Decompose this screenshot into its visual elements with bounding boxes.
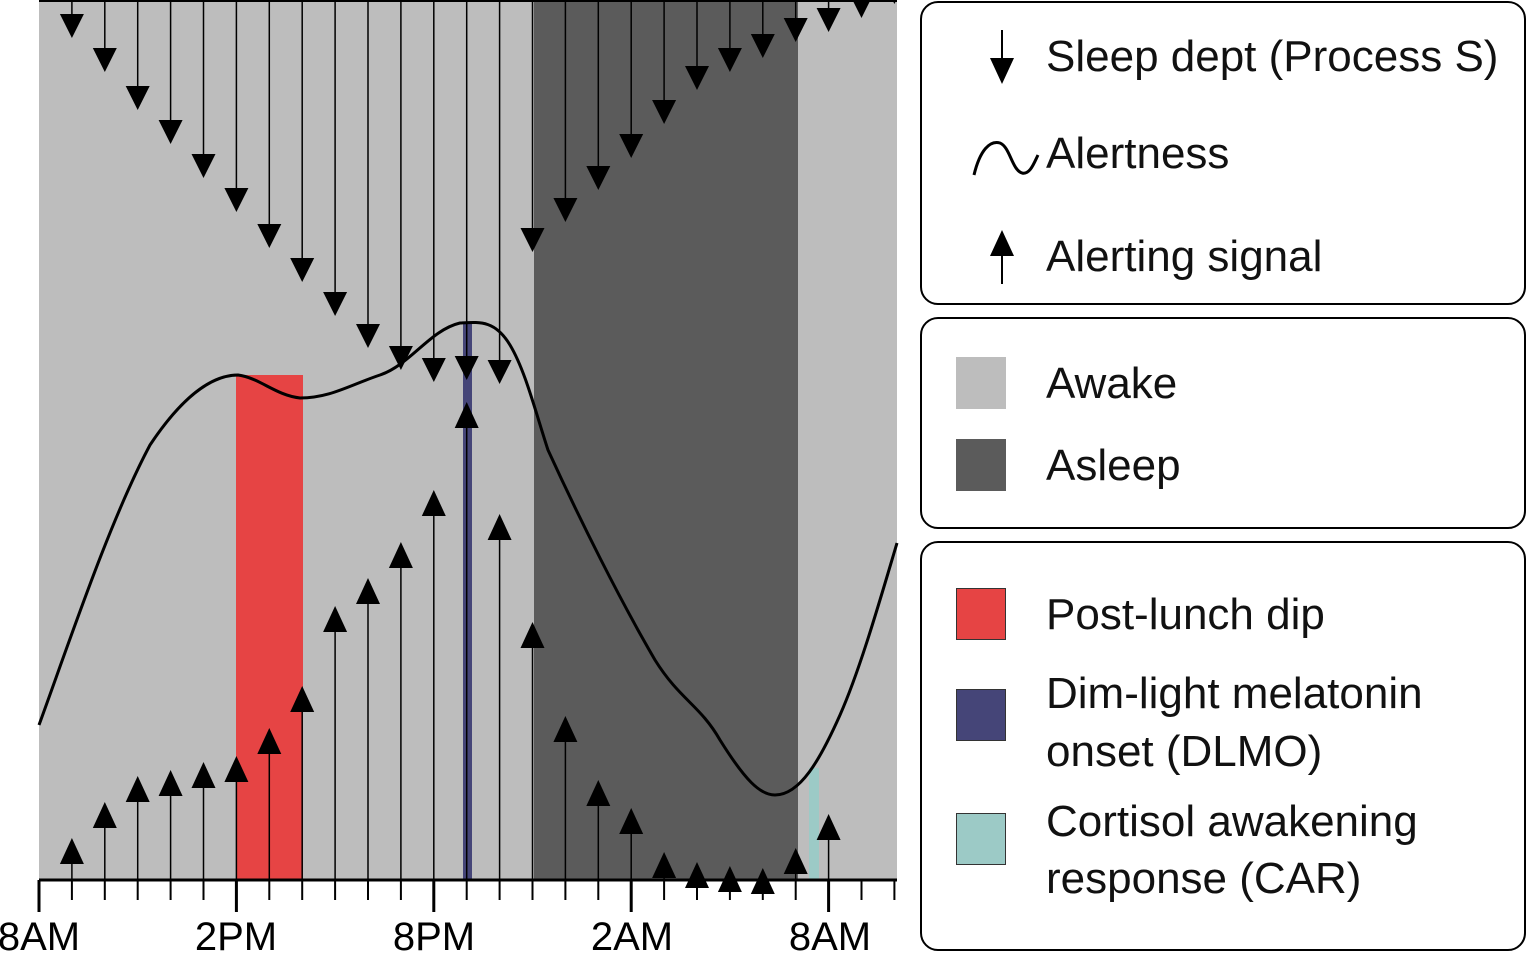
alerting-signal-arrow [125,776,150,880]
alerting-signal-arrows [59,402,841,894]
legend-label-sleep-debt: Sleep dept (Process S) [1046,32,1499,81]
awake-swatch [956,357,1006,409]
sleep-debt-arrow [191,0,216,178]
alerting-signal-arrow [191,762,216,880]
alerting-signal-arrow [619,808,644,880]
sleep-debt-arrow [652,0,677,124]
alerting-signal-arrow [158,770,183,880]
alerting-signal-arrow [520,622,545,880]
car-band [809,768,819,880]
sleep-debt-arrow [356,0,380,348]
sleep-debt-arrow [59,0,84,38]
sleep-debt-arrow [421,0,446,382]
dlmo-band [463,323,472,880]
sleep-debt-arrow [783,0,808,42]
legend-label-post-lunch-dip: Post-lunch dip [1046,590,1325,639]
car-swatch [956,813,1006,865]
alerting-signal-arrow [356,578,380,880]
x-axis-ticks [37,880,896,912]
sleep-debt-arrow [487,0,512,384]
asleep-region [534,0,798,880]
alerting-signal-arrow [783,848,808,880]
sleep-debt-arrow [717,0,742,72]
alerting-signal-arrow [290,686,315,880]
alerting-signal-arrow [388,542,413,880]
circadian-diagram: 8AM 2PM 8PM 2AM 8AM [0,0,899,954]
legend-label-dlmo-line2: onset (DLMO) [1046,727,1323,776]
alerting-signal-arrow [586,780,611,880]
tick-label-8pm: 8PM [393,915,475,954]
sleep-debt-arrow [520,0,545,252]
sleep-debt-arrow [290,0,315,282]
legend-label-alertness: Alertness [1046,129,1230,178]
alerting-signal-arrow [553,716,578,880]
tick-label-2am: 2AM [591,915,673,954]
sleep-debt-arrow [553,0,578,222]
sleep-debt-arrow [92,0,117,72]
legend-label-alerting-signal: Alerting signal [1046,232,1323,281]
alerting-signal-arrow [421,490,446,880]
legend-markers: Post-lunch dip Dim-light melatonin onset… [920,541,1526,951]
sleep-debt-arrows [59,0,897,384]
alerting-signal-arrow [224,756,249,880]
sleep-debt-arrow [619,0,644,158]
sleep-debt-arrow [816,0,841,32]
alertness-curve [37,320,899,797]
sleep-debt-arrow [852,0,871,18]
sleep-debt-arrow [750,0,775,58]
alerting-signal-arrow [454,402,479,880]
post-lunch-dip-swatch [956,588,1006,640]
awake-region-morning [798,0,897,880]
legend-label-awake: Awake [1046,359,1178,408]
alerting-signal-arrow [59,838,84,880]
sleep-debt-arrow [892,0,897,4]
alerting-signal-arrow [487,514,512,880]
legend-label-car-line2: response (CAR) [1046,854,1362,903]
legend-label-dlmo-line1: Dim-light melatonin [1046,669,1423,718]
dlmo-swatch [956,689,1006,741]
up-arrow-icon [990,230,1014,284]
sleep-debt-arrow [257,0,282,248]
tick-label-2pm: 2PM [195,915,277,954]
sleep-debt-arrow [224,0,249,212]
sleep-debt-arrow [158,0,183,144]
legend-processes: Sleep dept (Process S) Alertness Alertin… [920,1,1526,305]
tick-label-8am-1: 8AM [0,915,80,954]
tick-label-8am-2: 8AM [789,915,871,954]
alerting-signal-arrow [816,814,841,880]
sleep-debt-arrow [685,0,709,90]
legend-label-car-line1: Cortisol awakening [1046,797,1418,846]
sleep-debt-arrow [388,0,413,370]
legend-states: Awake Asleep [920,317,1526,529]
alerting-signal-arrow [257,728,282,880]
sleep-debt-arrow [125,0,150,110]
asleep-swatch [956,439,1006,491]
sleep-debt-arrow [586,0,611,190]
alerting-signal-arrow [652,852,677,880]
sleep-debt-arrow [454,0,479,380]
legend-label-asleep: Asleep [1046,441,1181,490]
alerting-signal-arrow [92,802,117,880]
wave-line-icon [972,141,1040,176]
alerting-signal-arrow [323,606,348,880]
down-arrow-icon [990,30,1014,84]
sleep-debt-arrow [323,0,348,316]
